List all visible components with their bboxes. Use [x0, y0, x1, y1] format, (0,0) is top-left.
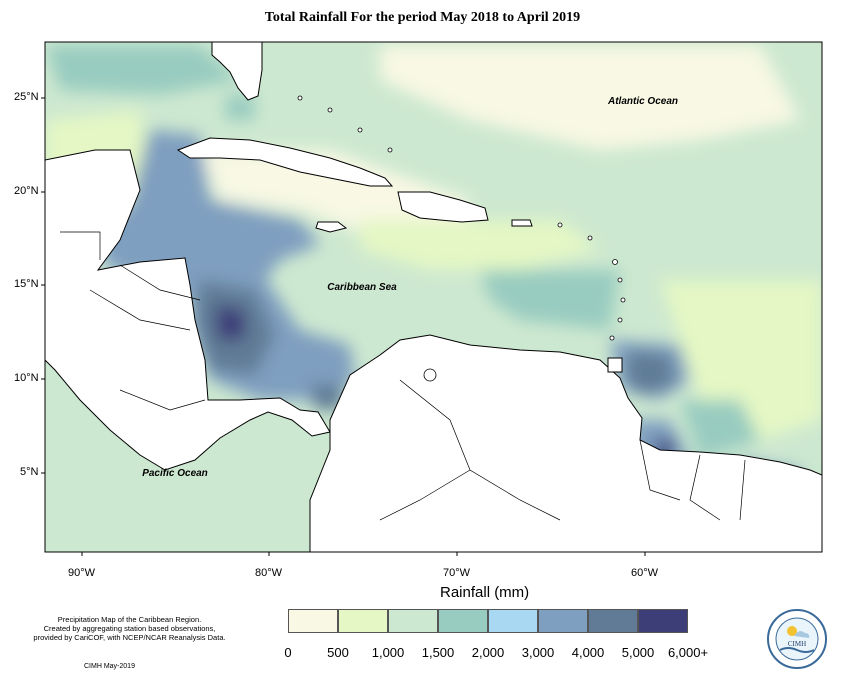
caribbean-sea-label: Caribbean Sea: [327, 282, 397, 293]
legend-swatch: [438, 609, 488, 633]
puerto-rico: [511, 219, 533, 227]
trinidad: [607, 357, 623, 373]
legend-tick-label: 2,000: [471, 645, 505, 660]
cuba: [176, 137, 394, 187]
legend-tick-label: 6,000+: [667, 645, 709, 660]
atlantic-ocean-label: Atlantic Ocean: [607, 96, 678, 107]
map-description: Precipitation Map of the Caribbean Regio…: [12, 615, 247, 642]
cloud-icon: [794, 631, 810, 638]
legend-swatch: [338, 609, 388, 633]
legend-tick-label: 4,000: [571, 645, 605, 660]
legend-tick-label: 3,000: [521, 645, 555, 660]
legend-title: Rainfall (mm): [440, 584, 530, 601]
legend-swatch: [538, 609, 588, 633]
legend-swatch: [488, 609, 538, 633]
map-title: Total Rainfall For the period May 2018 t…: [264, 10, 581, 25]
landmasses: [45, 42, 822, 552]
cimh-logo: CIMH: [767, 609, 827, 669]
legend-swatch: [388, 609, 438, 633]
rainfall-field: [45, 42, 822, 552]
hispaniola: [397, 191, 489, 223]
legend-tick-label: 0: [284, 645, 292, 660]
legend-tick-label: 1,000: [371, 645, 405, 660]
credit-text: CIMH May-2019: [84, 663, 135, 670]
borders: [60, 231, 746, 521]
note-line-1: Precipitation Map of the Caribbean Regio…: [57, 615, 202, 624]
legend-tick-label: 5,000: [621, 645, 655, 660]
jamaica: [315, 221, 348, 233]
map-frame: [44, 41, 823, 553]
pacific-ocean-label: Pacific Ocean: [142, 468, 208, 479]
lat-tick-20n: 20°N: [14, 185, 39, 197]
tick-marks: [41, 97, 646, 556]
florida-peninsula: [211, 42, 263, 101]
small-islands: [297, 95, 626, 382]
legend-swatch: [288, 609, 338, 633]
lon-tick-60w: 60°W: [631, 567, 659, 579]
legend-swatch: [588, 609, 638, 633]
lat-tick-5n: 5°N: [20, 466, 39, 478]
legend-swatch: [638, 609, 688, 633]
lon-tick-70w: 70°W: [443, 567, 471, 579]
lat-tick-15n: 15°N: [14, 278, 39, 290]
lon-tick-90w: 90°W: [68, 567, 96, 579]
legend-tick-label: 500: [327, 645, 349, 660]
yucatan-central-america: [45, 149, 331, 471]
lat-tick-25n: 25°N: [14, 91, 39, 103]
lon-tick-80w: 80°W: [255, 567, 283, 579]
legend-tick-label: 1,500: [421, 645, 455, 660]
lat-tick-10n: 10°N: [14, 372, 39, 384]
logo-text: CIMH: [788, 640, 806, 648]
sun-icon: [787, 626, 797, 636]
note-line-3: provided by CariCOF, with NCEP/NCAR Rean…: [33, 633, 226, 642]
note-line-2: Created by aggregating station based obs…: [43, 624, 216, 633]
